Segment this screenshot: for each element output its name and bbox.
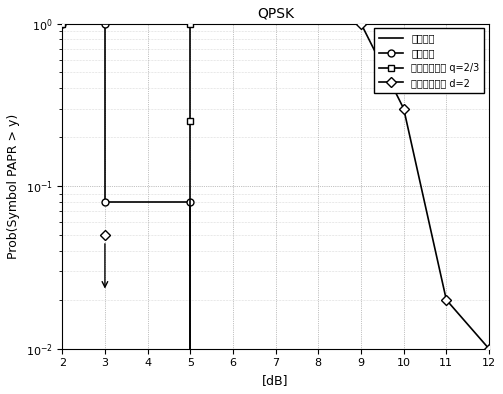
失真方法 — [187, 199, 193, 204]
失真方法 — [102, 21, 108, 26]
Legend: 原始信号, 失真方法, 指数压缩方法 q=2/3, 指数压缩方法 d=2: 原始信号, 失真方法, 指数压缩方法 q=2/3, 指数压缩方法 d=2 — [374, 28, 484, 93]
指数压缩方法 q=2/3 — [59, 21, 65, 26]
Line: 失真方法: 失真方法 — [59, 20, 194, 394]
指数压缩方法 d=2 — [400, 106, 406, 111]
Y-axis label: Prob(Symbol PAPR > y): Prob(Symbol PAPR > y) — [7, 113, 20, 259]
原始信号 — [192, 21, 198, 26]
失真方法 — [102, 199, 108, 204]
X-axis label: [dB]: [dB] — [263, 374, 289, 387]
失真方法 — [59, 21, 65, 26]
指数压缩方法 d=2 — [486, 346, 492, 351]
指数压缩方法 q=2/3 — [187, 119, 193, 124]
指数压缩方法 q=2/3 — [187, 21, 193, 26]
指数压缩方法 d=2 — [358, 21, 364, 26]
Line: 指数压缩方法 d=2: 指数压缩方法 d=2 — [358, 20, 492, 352]
Line: 指数压缩方法 q=2/3: 指数压缩方法 q=2/3 — [59, 20, 194, 394]
指数压缩方法 d=2 — [443, 297, 449, 302]
Title: QPSK: QPSK — [257, 7, 294, 21]
原始信号 — [59, 21, 65, 26]
